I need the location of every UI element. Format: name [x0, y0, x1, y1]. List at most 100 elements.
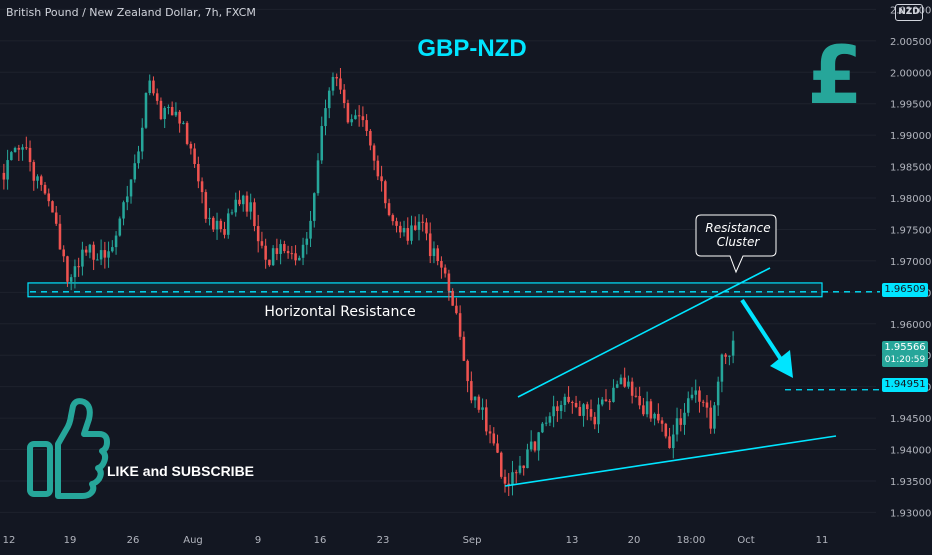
y-tick-label: 1.97500	[890, 225, 931, 236]
candle-body	[346, 103, 350, 123]
upper-channel-line[interactable]	[517, 267, 771, 398]
candle-body	[679, 418, 683, 425]
projection-arrow-shaft[interactable]	[740, 298, 784, 363]
candle-body	[354, 115, 357, 120]
resistance-cluster-callout[interactable]	[695, 214, 777, 274]
candle-body	[522, 465, 525, 469]
candle-body	[507, 483, 511, 486]
projection-arrow-head[interactable]	[770, 350, 793, 378]
candle-body	[238, 199, 241, 205]
candle-body	[350, 119, 353, 123]
candle-body	[152, 80, 155, 94]
candle-body	[51, 201, 54, 213]
candle-body	[365, 120, 368, 131]
candle-body	[619, 377, 623, 385]
candle-body	[391, 215, 395, 222]
y-tick-label: 2.00500	[890, 37, 931, 48]
horizontal-resistance-label: Horizontal Resistance	[264, 304, 415, 320]
candle-body	[268, 259, 271, 266]
candle-body	[615, 384, 619, 388]
candle-body	[417, 221, 421, 230]
lower-channel-line[interactable]	[504, 435, 837, 487]
y-tick-label: 1.93000	[890, 508, 931, 519]
resistance-zone[interactable]	[27, 282, 823, 298]
candle-body	[212, 217, 215, 230]
y-tick-label: 1.98500	[890, 163, 931, 174]
candle-body	[514, 472, 518, 474]
candle-body	[122, 202, 125, 219]
candle-body	[77, 266, 80, 268]
candle-body	[563, 396, 567, 406]
candle-body	[256, 226, 260, 242]
candle-body	[283, 244, 286, 252]
candle-body	[129, 179, 133, 197]
candle-body	[638, 396, 641, 406]
candle-body	[701, 401, 705, 403]
candle-body	[342, 89, 346, 104]
candle-body	[533, 441, 537, 451]
candle-body	[686, 398, 690, 413]
candle-body	[32, 162, 36, 181]
candle-body	[683, 412, 686, 425]
candle-body	[275, 248, 279, 254]
currency-badge[interactable]: NZD	[895, 4, 923, 21]
candle-body	[279, 244, 282, 254]
candle-body	[481, 407, 484, 410]
candle-body	[612, 387, 615, 402]
candle-body	[92, 244, 95, 260]
candle-body	[264, 245, 267, 260]
candle-body	[324, 108, 327, 127]
candle-body	[657, 413, 660, 421]
candle-body	[294, 253, 297, 261]
candle-body	[593, 416, 597, 425]
candle-body	[529, 441, 533, 450]
candle-body	[552, 406, 555, 417]
candle-body	[137, 151, 140, 164]
candle-body	[413, 225, 417, 230]
candle-body	[372, 145, 376, 161]
candle-body	[369, 130, 372, 146]
candle-body	[402, 228, 406, 233]
candle-body	[492, 433, 496, 444]
x-tick-label: 19	[64, 535, 77, 546]
candle-body	[107, 251, 110, 258]
candle-body	[499, 452, 503, 477]
resistance-price-tag: 1.96509	[882, 283, 928, 297]
x-tick-label: 20	[628, 535, 641, 546]
like-subscribe-label: LIKE and SUBSCRIBE	[107, 463, 254, 479]
candle-body	[290, 253, 294, 255]
candle-body	[47, 193, 51, 202]
y-tick-label: 2.00000	[890, 68, 931, 79]
x-tick-label: Sep	[463, 535, 482, 546]
candle-body	[578, 406, 582, 416]
candle-body	[608, 401, 611, 403]
candle-body	[155, 93, 159, 101]
candle-body	[488, 431, 492, 434]
candle-body	[114, 235, 118, 248]
x-tick-label: 18:00	[677, 535, 706, 546]
candle-body	[197, 164, 200, 182]
candle-body	[96, 259, 99, 261]
y-tick-label: 1.97000	[890, 257, 931, 268]
candle-body	[642, 405, 645, 415]
thumbs-up-icon[interactable]	[27, 398, 110, 499]
symbol-header[interactable]: British Pound / New Zealand Dollar, 7h, …	[6, 6, 256, 19]
candle-body	[653, 413, 656, 419]
candle-body	[589, 409, 593, 417]
candle-body	[99, 250, 103, 260]
candle-body	[66, 256, 69, 282]
candle-body	[473, 396, 477, 401]
candle-body	[440, 261, 443, 268]
x-tick-label: 16	[314, 535, 327, 546]
candle-body	[496, 443, 499, 453]
resistance-cluster-text-1: Resistance	[705, 221, 770, 235]
candle-body	[395, 221, 398, 226]
candle-body	[399, 225, 402, 233]
y-tick-label: 1.99000	[890, 131, 931, 142]
candle-body	[163, 107, 166, 120]
candle-body	[675, 418, 679, 435]
candle-body	[241, 195, 245, 205]
candle-body	[81, 249, 84, 267]
